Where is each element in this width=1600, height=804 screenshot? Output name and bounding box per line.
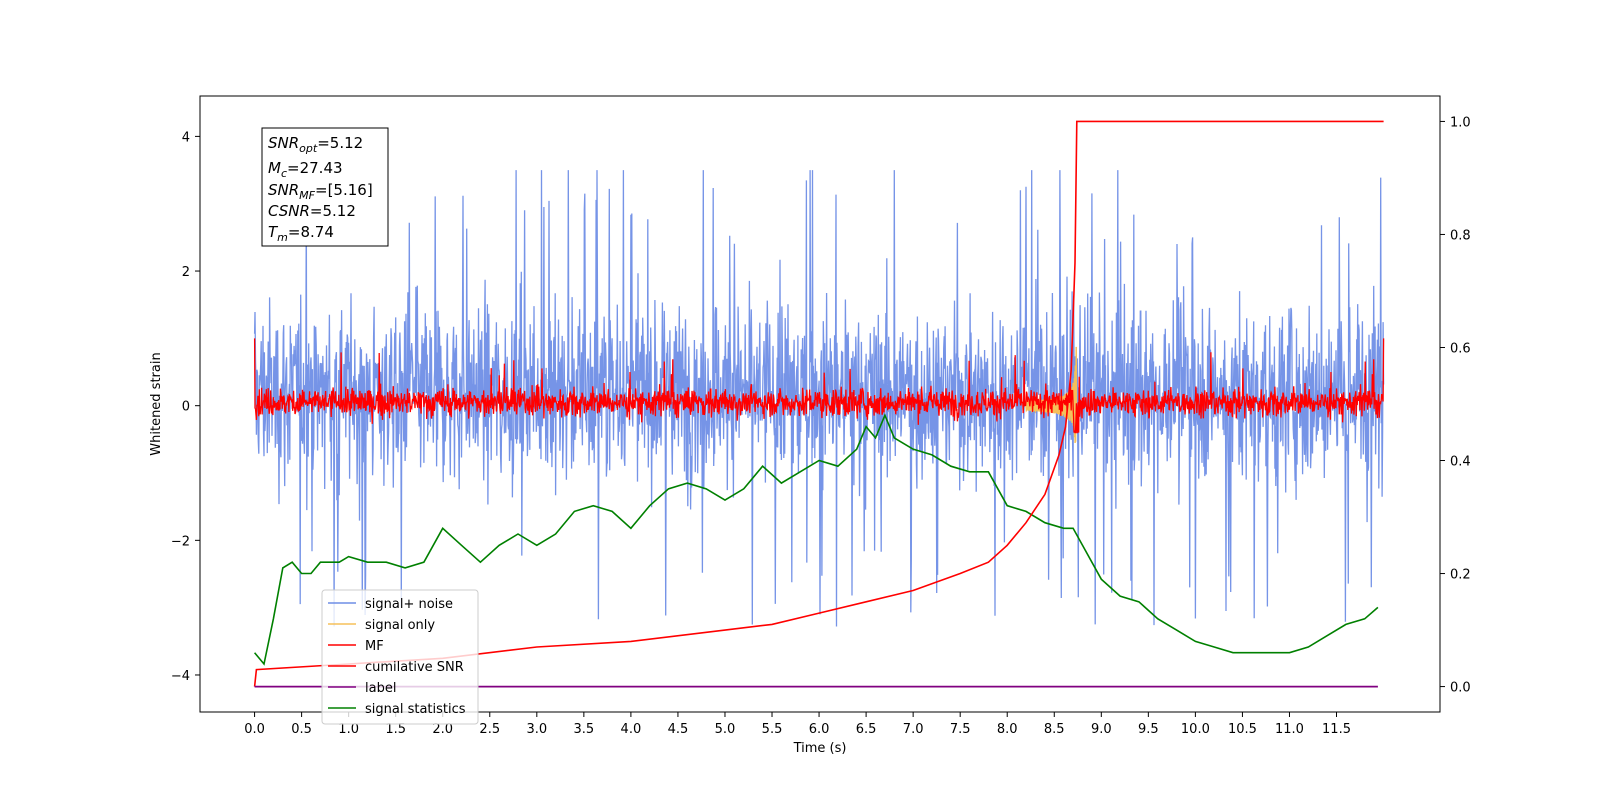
x-tick-label: 6.0 — [809, 722, 830, 737]
series-cumulative-snr — [253, 120, 1384, 687]
x-tick-label: 0.0 — [244, 722, 265, 737]
x-tick-label: 8.5 — [1044, 722, 1065, 737]
legend-label-signal-only: signal only — [365, 618, 435, 633]
legend-label-cumulative-snr: cumilative SNR — [365, 660, 464, 675]
y2-tick-label: 0.6 — [1450, 341, 1471, 356]
annotation-snr-mf: SNRMF=[5.16] — [268, 181, 373, 202]
y-tick-label: −2 — [171, 534, 190, 549]
annotation-snr-opt: SNRopt=5.12 — [268, 134, 363, 155]
x-axis-label: Time (s) — [793, 741, 847, 756]
x-tick-label: 11.5 — [1322, 722, 1351, 737]
y-tick-label: 4 — [182, 130, 190, 145]
series-signal-noise — [253, 170, 1385, 627]
y2-tick-label: 0.8 — [1450, 228, 1471, 243]
x-tick-label: 10.5 — [1228, 722, 1257, 737]
x-tick-label: 2.0 — [432, 722, 453, 737]
annotation-csnr: CSNR=5.12 — [268, 202, 356, 220]
legend-label-label: label — [365, 681, 396, 696]
annotation-box: SNRopt=5.12 Mc=27.43 SNRMF=[5.16] CSNR=5… — [261, 127, 389, 247]
legend-label-mf: MF — [365, 639, 384, 654]
x-tick-label: 3.5 — [574, 722, 595, 737]
x-tick-label: 9.0 — [1091, 722, 1112, 737]
legend-label-signal-statistics: signal statistics — [365, 702, 466, 717]
x-tick-label: 5.0 — [715, 722, 736, 737]
y-axis-label: Whitened strain — [149, 352, 164, 455]
annotation-mc: Mc=27.43 — [268, 159, 343, 180]
x-tick-label: 4.0 — [621, 722, 642, 737]
x-tick-label: 2.5 — [479, 722, 500, 737]
x-tick-label: 4.5 — [668, 722, 689, 737]
y2-tick-label: 0.0 — [1450, 681, 1471, 696]
x-tick-label: 5.5 — [762, 722, 783, 737]
y2-tick-label: 0.2 — [1450, 568, 1471, 583]
x-tick-label: 0.5 — [291, 722, 312, 737]
series-signal-only — [1024, 346, 1083, 444]
series-mf — [253, 338, 1385, 434]
y-tick-label: 0 — [182, 400, 190, 415]
x-tick-label: 7.5 — [950, 722, 971, 737]
x-tick-label: 1.0 — [338, 722, 359, 737]
y2-tick-label: 1.0 — [1450, 115, 1471, 130]
x-tick-label: 11.0 — [1275, 722, 1304, 737]
legend: signal+ noise signal only MF cumilative … — [321, 589, 479, 725]
x-tick-label: 3.0 — [526, 722, 547, 737]
x-tick-label: 8.0 — [997, 722, 1018, 737]
x-tick-label: 9.5 — [1138, 722, 1159, 737]
y-tick-label: −4 — [171, 669, 190, 684]
x-tick-label: 7.0 — [903, 722, 924, 737]
x-tick-label: 10.0 — [1181, 722, 1210, 737]
series-signal-statistics — [253, 413, 1379, 666]
y-tick-label: 2 — [182, 265, 190, 280]
y2-tick-label: 0.4 — [1450, 455, 1471, 470]
annotation-tm: Tm=8.74 — [268, 223, 334, 244]
x-tick-label: 6.5 — [856, 722, 877, 737]
x-tick-label: 1.5 — [385, 722, 406, 737]
legend-label-signal-noise: signal+ noise — [365, 597, 453, 612]
plot-frame — [199, 95, 1441, 713]
